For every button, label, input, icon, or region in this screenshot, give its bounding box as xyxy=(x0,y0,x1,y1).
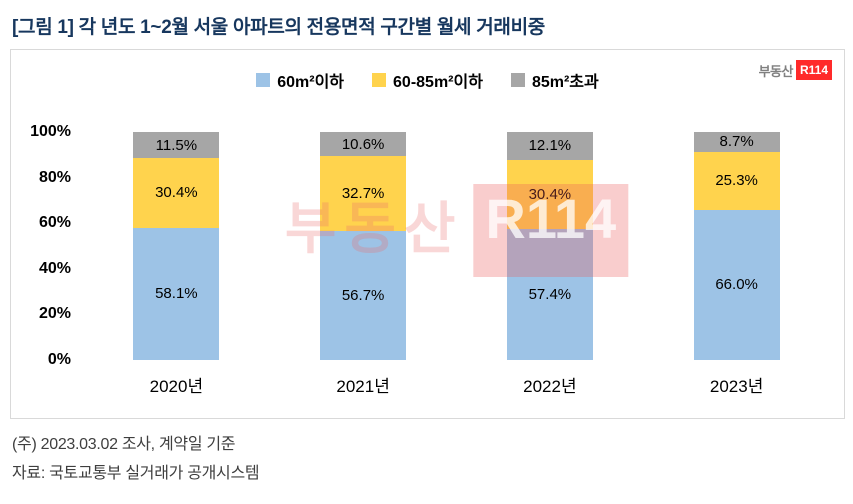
bar-segment: 12.1% xyxy=(506,132,593,160)
x-axis-label: 2023년 xyxy=(709,377,764,396)
bar-value-label: 57.4% xyxy=(528,285,572,303)
bar-value-label: 56.7% xyxy=(341,286,385,304)
bar-value-label: 32.7% xyxy=(341,184,385,202)
legend-item: 60-85m²이하 xyxy=(372,68,483,92)
plot-area: 11.5% 30.4% 58.1% 10.6% 32.7% 56.7% 12.1% 30.4%… xyxy=(83,132,830,360)
r114-logo: 부동산 R114 xyxy=(759,60,832,80)
legend-item: 60m²이하 xyxy=(256,68,344,92)
x-axis-label: 2020년 xyxy=(149,377,204,396)
legend-label: 85m²초과 xyxy=(531,74,599,91)
bar-value-label: 58.1% xyxy=(155,285,198,303)
bar-segment: 8.7% xyxy=(693,132,780,152)
y-axis-tick: 0% xyxy=(47,351,71,368)
chart-card: 부동산 R114 60m²이하 60-85m²이하 85m²초과 100% 80% 60… xyxy=(10,49,845,419)
footnote-line2: 자료: 국토교통부 실거래가 공개시스템 xyxy=(12,464,260,482)
stacked-bar: 10.6% 32.7% 56.7% xyxy=(320,132,407,360)
y-axis: 100% 80% 60% 40% 20% 0% xyxy=(25,123,83,368)
legend-label: 60-85m²이하 xyxy=(393,74,483,91)
x-axis-label: 2021년 xyxy=(336,377,390,396)
bar-value-label: 8.7% xyxy=(719,133,754,151)
x-axis: 2020년 2021년 2022년 2023년 xyxy=(83,372,830,397)
bar-segment: 25.3% xyxy=(693,151,780,210)
y-axis-tick: 100% xyxy=(30,123,71,140)
stacked-bar: 11.5% 30.4% 58.1% xyxy=(133,132,220,360)
bar-segment: 66.0% xyxy=(693,209,780,360)
y-axis-tick: 20% xyxy=(38,305,71,323)
legend-label: 60m²이하 xyxy=(277,74,345,91)
bar-value-label: 30.4% xyxy=(528,185,572,203)
bar-value-label: 11.5% xyxy=(155,136,198,154)
bar-value-label: 25.3% xyxy=(715,172,758,190)
stacked-bar: 8.7% 25.3% 66.0% xyxy=(693,132,780,360)
figure-title: [그림 1] 각 년도 1~2월 서울 아파트의 전용면적 구간별 월세 거래비… xyxy=(12,17,545,38)
stacked-bar: 12.1% 30.4% 57.4% xyxy=(506,132,593,360)
plot-wrapper: 부동산 R114 11.5% 30.4% 58.1% 10.6% 32.7% 56.7% 1… xyxy=(83,132,830,397)
logo-text: 부동산 xyxy=(758,63,794,79)
footnote-line1: (주) 2023.03.02 조사, 계약일 기준 xyxy=(12,436,236,453)
x-axis-label: 2022년 xyxy=(523,377,577,396)
bar-value-label: 12.1% xyxy=(528,137,572,155)
bar-segment: 30.4% xyxy=(506,159,593,229)
bar-segment: 10.6% xyxy=(320,132,407,157)
bar-segment: 58.1% xyxy=(133,227,220,360)
legend-item: 85m²초과 xyxy=(510,68,599,92)
legend-swatch xyxy=(372,73,387,87)
bar-value-label: 30.4% xyxy=(155,184,198,202)
y-axis-tick: 60% xyxy=(38,214,71,232)
logo-badge: R114 xyxy=(795,60,832,80)
bar-segment: 57.4% xyxy=(506,228,593,360)
chart-legend: 60m²이하 60-85m²이하 85m²초과 xyxy=(25,68,830,92)
bar-segment: 32.7% xyxy=(320,156,407,231)
bar-segment: 30.4% xyxy=(133,158,220,228)
legend-swatch xyxy=(256,73,271,87)
bar-segment: 56.7% xyxy=(320,230,407,360)
legend-swatch xyxy=(510,73,525,87)
bar-value-label: 10.6% xyxy=(341,135,385,153)
y-axis-tick: 80% xyxy=(38,168,71,186)
bar-value-label: 66.0% xyxy=(715,276,758,294)
footnote: (주) 2023.03.02 조사, 계약일 기준 자료: 국토교통부 실거래가… xyxy=(12,431,845,489)
page: [그림 1] 각 년도 1~2월 서울 아파트의 전용면적 구간별 월세 거래비… xyxy=(10,17,845,489)
stacked-bar-chart: 100% 80% 60% 40% 20% 0% 부동산 R114 11.5% 30.4% 58… xyxy=(25,123,830,397)
y-axis-tick: 40% xyxy=(38,259,71,277)
bar-segment: 11.5% xyxy=(133,132,220,159)
